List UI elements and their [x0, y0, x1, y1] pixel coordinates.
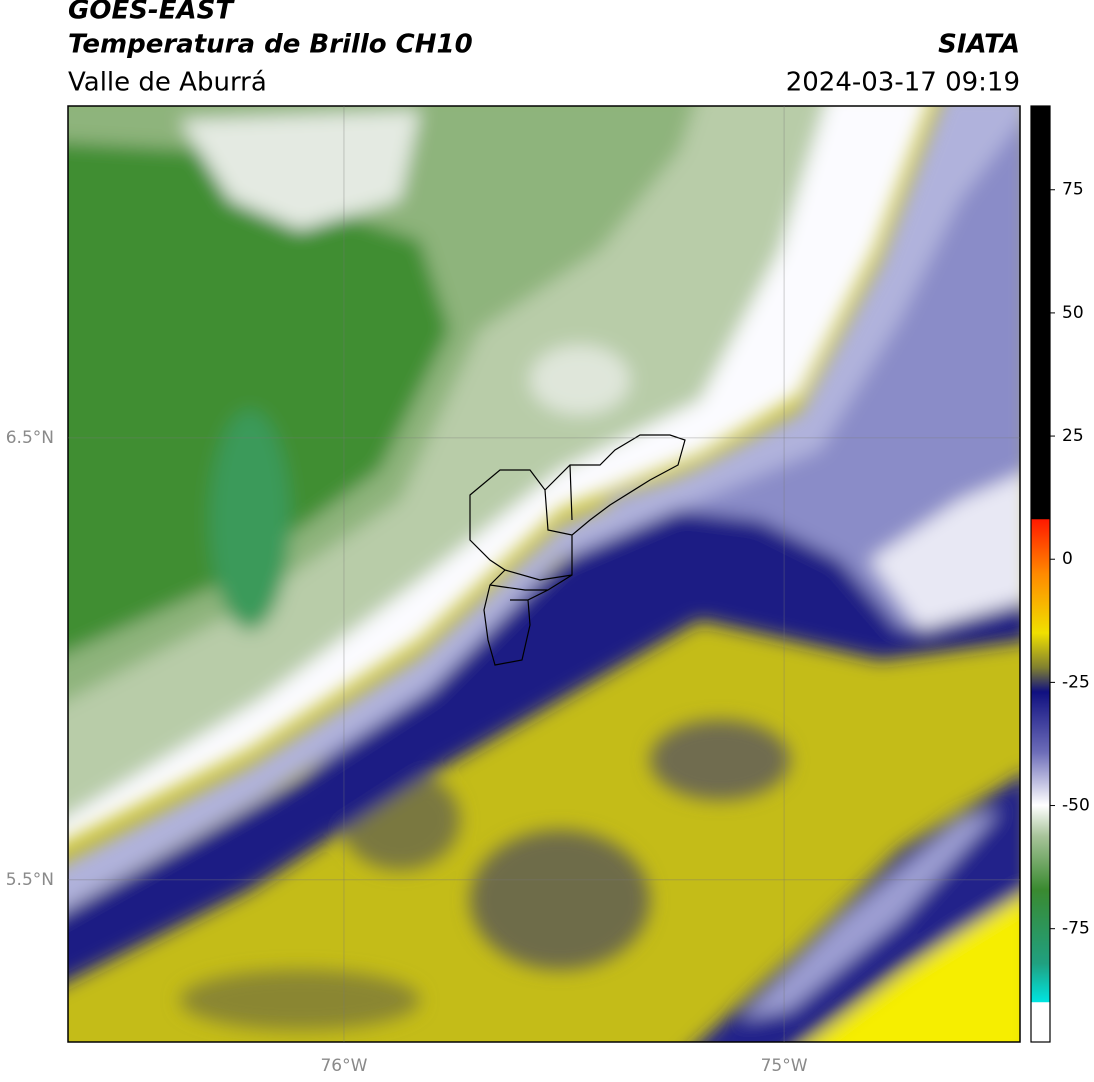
lat-tick-label: 6.5°N: [6, 428, 54, 448]
colorbar-tick-label: 50: [1062, 303, 1084, 323]
timestamp: 2024-03-17 09:19: [786, 68, 1020, 98]
colorbar-tick-label: -50: [1062, 796, 1090, 816]
lat-tick-label: 5.5°N: [6, 870, 54, 890]
satellite-title: GOES-EAST: [68, 0, 235, 26]
agency-label: SIATA: [938, 30, 1020, 60]
product-title: Temperatura de Brillo CH10: [68, 30, 473, 60]
colorbar-tick-label: 25: [1062, 426, 1084, 446]
region-label: Valle de Aburrá: [68, 68, 267, 98]
colorbar: [1030, 105, 1051, 1043]
colorbar-tick-label: 0: [1062, 549, 1073, 569]
lon-tick-label: 76°W: [320, 1056, 367, 1076]
satellite-image: [68, 106, 1020, 1042]
colorbar-tick-label: -75: [1062, 919, 1090, 939]
colorbar-tick-label: 75: [1062, 180, 1084, 200]
lon-tick-label: 75°W: [761, 1056, 808, 1076]
map-frame: [67, 105, 1021, 1043]
valley-boundaries: [469, 434, 686, 666]
colorbar-tick-label: -25: [1062, 672, 1090, 692]
